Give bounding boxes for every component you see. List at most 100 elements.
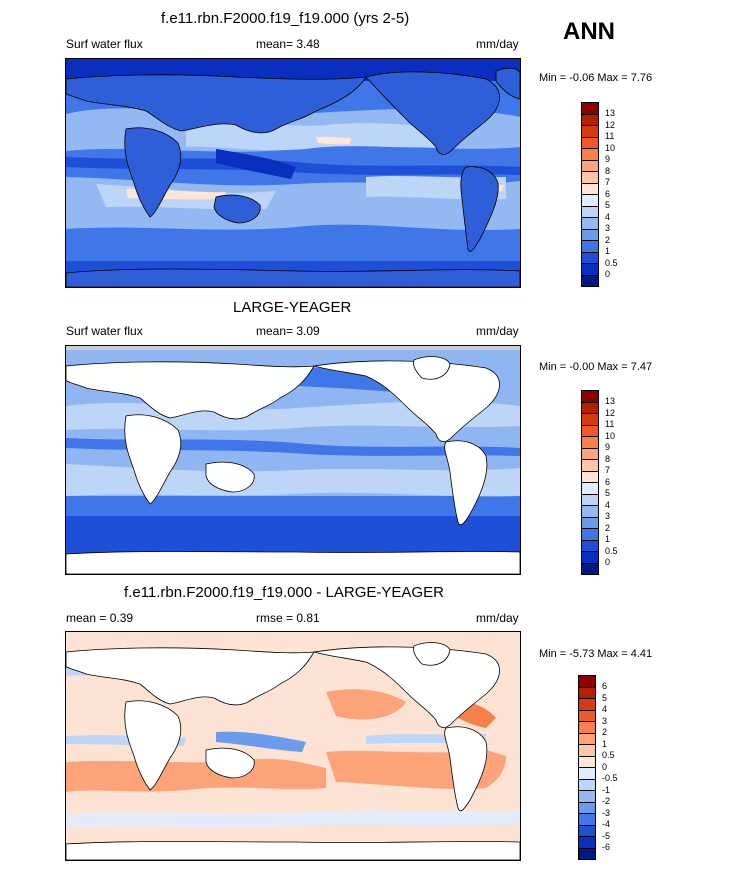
colorbar-tick-label: 13 [605, 396, 616, 406]
colorbar-swatch [578, 847, 596, 860]
eurasia [66, 361, 315, 420]
colorbar-tick-label: 12 [605, 119, 616, 130]
north-america [365, 71, 500, 155]
continents [66, 67, 520, 287]
panel-title: f.e11.rbn.F2000.f19_f19.000 (yrs 2-5) [161, 10, 410, 27]
africa [124, 700, 182, 791]
colorbar-tick-label: 2 [602, 727, 608, 737]
colorbar-tick-label: 0.5 [605, 545, 618, 556]
mean-label: mean = 0.39 [66, 611, 134, 625]
units-label: mm/day [476, 324, 519, 338]
map-plot [65, 345, 521, 575]
units-label: mm/day [476, 37, 519, 51]
colorbar-tick-label: 1 [605, 534, 611, 544]
colorbar-tick-label: 9 [605, 154, 611, 164]
anomaly-positive [326, 689, 406, 720]
colorbar: 6 5 4 3 2 1 0.5 0 -0.5 -1 -2 -3 -4 -5 -6 [578, 675, 638, 860]
colorbar-tick-label: 3 [605, 511, 611, 521]
mean-label: mean= 3.09 [256, 324, 320, 338]
south-america [444, 726, 488, 812]
map-plot [65, 58, 521, 288]
africa [124, 414, 182, 505]
greenland [413, 642, 451, 666]
map-canvas [66, 59, 520, 287]
mean-label: mean= 3.48 [256, 37, 320, 51]
colorbar-tick-label: 10 [605, 430, 616, 441]
season-label: ANN [563, 18, 615, 45]
colorbar-tick-label: 11 [605, 131, 615, 141]
colorbar-tick-label: 10 [605, 142, 616, 153]
eurasia [66, 74, 367, 134]
north-america [313, 646, 500, 728]
antarctica [66, 268, 520, 287]
colorbar-tick-label: 8 [605, 165, 611, 176]
colorbar-tick-label: 0.5 [605, 257, 618, 268]
colorbar-tick-label: 5 [605, 488, 611, 498]
colorbar-tick-label: 1 [605, 246, 611, 256]
australia [205, 747, 255, 779]
colorbar-tick-label: 4 [605, 211, 611, 222]
south-america [460, 166, 499, 252]
map-canvas [66, 346, 520, 574]
minmax-label: Min = -0.00 Max = 7.47 [539, 361, 653, 373]
polar-band-north [66, 346, 520, 350]
colorbar-tick-label: 8 [605, 453, 611, 464]
anomaly-negative [66, 810, 520, 828]
colorbar-tick-label: -4 [602, 819, 611, 829]
colorbar-tick-label: -1 [602, 784, 611, 795]
subtropic-band [316, 136, 351, 145]
greenland [495, 67, 520, 100]
colorbar-tick-label: 3 [605, 223, 611, 233]
colorbar-tick-label: 0 [602, 761, 608, 772]
units-label: mm/day [476, 611, 519, 625]
greenland [413, 356, 451, 380]
colorbar-tick-label: -5 [602, 830, 611, 841]
eurasia [66, 647, 315, 706]
colorbar-tick-label: -2 [602, 796, 611, 806]
colorbar-swatch [581, 274, 599, 287]
subtropic-band [66, 464, 520, 497]
continents [66, 356, 520, 574]
colorbar-tick-label: 7 [605, 465, 611, 475]
australia [205, 461, 255, 493]
colorbar-tick-label: 4 [605, 499, 611, 510]
colorbar-tick-label: 6 [605, 188, 611, 199]
antarctica [66, 841, 520, 860]
colorbar-tick-label: 2 [605, 522, 611, 533]
colorbar-tick-label: 0 [605, 557, 611, 567]
colorbar: 13 12 11 10 9 8 7 6 5 4 3 2 1 0.5 0 [581, 390, 641, 575]
colorbar-tick-label: 9 [605, 442, 611, 452]
colorbar-tick-label: -0.5 [602, 773, 618, 783]
colorbar-tick-label: 11 [605, 419, 615, 429]
colorbar-tick-label: 6 [605, 476, 611, 487]
highlat-band-south [66, 496, 520, 516]
colorbar-swatch [581, 562, 599, 575]
colorbar-tick-label: -3 [602, 807, 611, 818]
south-america [444, 440, 488, 526]
colorbar-tick-label: 0 [605, 269, 611, 279]
colorbar-tick-label: 3 [602, 715, 608, 726]
antarctica [66, 551, 520, 574]
panel-title: f.e11.rbn.F2000.f19_f19.000 - LARGE-YEAG… [124, 584, 444, 601]
map-canvas [66, 632, 520, 860]
anomaly-negative [216, 731, 306, 752]
colorbar-tick-label: 4 [602, 704, 608, 714]
africa [124, 127, 182, 218]
colorbar-tick-label: 13 [605, 108, 616, 118]
colorbar-tick-label: 7 [605, 177, 611, 187]
colorbar-tick-label: 1 [602, 738, 608, 749]
minmax-label: Min = -5.73 Max = 4.41 [539, 648, 653, 660]
colorbar-tick-label: 12 [605, 407, 616, 418]
highlat-band-south [66, 239, 520, 261]
colorbar-tick-label: 6 [602, 681, 608, 691]
rmse-label: rmse = 0.81 [256, 611, 320, 625]
polar-band-south [66, 514, 520, 554]
field-name-label: Surf water flux [66, 37, 143, 51]
itcz-band [216, 149, 296, 179]
field-name-label: Surf water flux [66, 324, 143, 338]
colorbar-tick-label: 5 [602, 692, 608, 703]
australia [213, 194, 261, 224]
minmax-label: Min = -0.06 Max = 7.76 [539, 72, 653, 84]
map-plot [65, 631, 521, 861]
north-america [313, 360, 500, 442]
